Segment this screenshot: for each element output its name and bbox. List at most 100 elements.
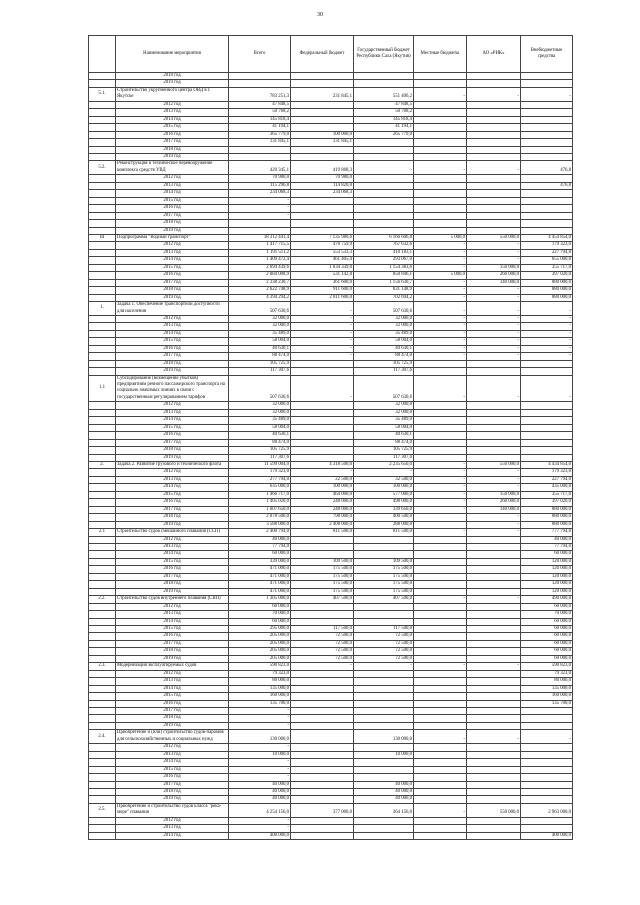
- local-cell: [413, 699, 467, 709]
- row-index: [88, 780, 116, 789]
- row-name: 2012 год: [115, 401, 229, 410]
- local-cell: [413, 219, 467, 228]
- federal-cell: [290, 108, 354, 117]
- row-index: 2.4.: [88, 729, 116, 745]
- ao-rik-cell: [466, 189, 521, 198]
- row-index: [88, 329, 116, 339]
- total-cell: -: [228, 714, 291, 723]
- state-cell: [353, 196, 414, 206]
- row-name: Строительство судов внутреннего плавания…: [115, 595, 229, 604]
- extrabudgetary-cell: 60 000,0: [520, 624, 573, 634]
- extrabudgetary-cell: 135 700,0: [520, 699, 573, 709]
- extrabudgetary-cell: [520, 189, 573, 198]
- year-row: 2017 год -: [88, 211, 573, 221]
- year-row: 2017 год 88 474,0 88 474,0: [88, 438, 573, 448]
- row-index: [88, 438, 116, 448]
- year-row: 2014 год 135 000,0 135 000,0: [88, 684, 573, 694]
- extrabudgetary-cell: [520, 743, 573, 752]
- row-name: 2013 год: [115, 408, 229, 418]
- state-cell: 105 725,9: [353, 446, 414, 455]
- ao-rik-cell: [466, 639, 521, 649]
- extrabudgetary-cell: 880 000,0: [520, 293, 573, 303]
- extrabudgetary-cell: 179 323,0: [520, 468, 573, 477]
- total-cell: 1 305 000,0: [228, 595, 291, 604]
- state-cell: [353, 816, 414, 826]
- state-cell: 47 848,5: [353, 100, 414, 110]
- ao-rik-cell: [466, 758, 521, 767]
- row-name: 2013 год: [115, 610, 229, 619]
- federal-cell: [290, 750, 354, 760]
- state-cell: -: [353, 160, 414, 176]
- federal-cell: 114 820,0: [290, 181, 354, 191]
- federal-cell: -: [290, 337, 354, 346]
- federal-cell: 4 318 500,0: [290, 460, 354, 470]
- row-index: [88, 572, 116, 582]
- year-row: 2012 год 70 980,0 70 980,0: [88, 174, 573, 183]
- local-cell: [413, 773, 467, 782]
- year-row: 2016 год 135 700,0 135 700,0: [88, 699, 573, 709]
- year-row: 2015 год 2 694 439,6 1 034 339,0 1 154 383,…: [88, 263, 573, 273]
- year-row: 2012 год 32 000,0-32 000,0- - -: [88, 314, 573, 324]
- extrabudgetary-cell: [520, 787, 573, 797]
- extrabudgetary-cell: -: [520, 329, 573, 339]
- local-cell: [413, 211, 467, 221]
- ao-rik-cell: [466, 706, 521, 716]
- extrabudgetary-cell: [520, 706, 573, 716]
- ao-rik-cell: [466, 145, 521, 155]
- row-index: [88, 654, 116, 664]
- row-name: 2014 год: [115, 189, 229, 198]
- extrabudgetary-cell: [520, 130, 573, 140]
- extrabudgetary-cell: [520, 816, 573, 826]
- state-cell: 507 630,6: [353, 301, 414, 316]
- total-cell: 635 000,0: [228, 483, 291, 492]
- extrabudgetary-cell: 135 000,0: [520, 684, 573, 694]
- row-name: 2012 год: [115, 743, 229, 752]
- state-cell: 32 000,0: [353, 314, 414, 324]
- extrabudgetary-cell: [520, 721, 573, 731]
- ao-rik-cell: 150 000,0: [466, 263, 521, 273]
- year-row: 2019 год 117 307,6 117 307,6: [88, 367, 573, 376]
- row-name: 2016 год: [115, 130, 229, 140]
- row-name: 2019 год: [115, 520, 229, 530]
- state-cell: 1 156 630,7: [353, 278, 414, 288]
- row-name: 2019 год: [115, 453, 229, 463]
- federal-cell: 464 000,0: [290, 490, 354, 500]
- ao-rik-cell: -: [466, 329, 521, 339]
- year-row: 2015 год 1 466 717,0 464 000,0 577 000,0-15…: [88, 490, 573, 500]
- year-row: 2014 год 60 000,0 60 000,0: [88, 617, 573, 627]
- ao-rik-cell: [466, 632, 521, 641]
- ao-rik-cell: 140 000,0: [466, 278, 521, 288]
- row-name: 2018 год: [115, 71, 229, 81]
- total-cell: -: [228, 706, 291, 716]
- row-index: [88, 226, 116, 236]
- row-index: [88, 750, 116, 760]
- header-extrabudgetary: Внебюджетные средства: [520, 35, 573, 73]
- ao-rik-cell: [466, 721, 521, 731]
- state-cell: [353, 692, 414, 701]
- state-cell: 40 000,0: [353, 795, 414, 804]
- state-cell: 1 154 383,6: [353, 263, 414, 273]
- ao-rik-cell: -: [466, 520, 521, 530]
- total-cell: 2 078 500,0: [228, 513, 291, 522]
- year-row: 2012 год 40 000,0 40 000,0: [88, 535, 573, 545]
- ao-rik-cell: [466, 453, 521, 463]
- row-index: [88, 498, 116, 507]
- row-name: 2017 год: [115, 352, 229, 361]
- total-cell: [228, 79, 291, 88]
- total-cell: 70 980,0: [228, 174, 291, 183]
- federal-cell: -: [290, 662, 354, 671]
- year-row: 2015 год 58 004,0 58 004,0: [88, 423, 573, 433]
- local-cell: -: [413, 160, 467, 176]
- state-cell: 117 307,6: [353, 367, 414, 376]
- local-cell: -: [413, 337, 467, 346]
- federal-cell: -: [290, 352, 354, 361]
- federal-cell: [290, 550, 354, 559]
- federal-cell: -: [290, 344, 354, 354]
- extrabudgetary-cell: 60 000,0: [520, 639, 573, 649]
- local-cell: [413, 367, 467, 376]
- federal-cell: [290, 71, 354, 81]
- ao-rik-cell: 260 000,0: [466, 498, 521, 507]
- total-cell: 130 000,0: [228, 729, 291, 745]
- state-cell: [353, 174, 414, 183]
- total-cell: 58 004,0: [228, 337, 291, 346]
